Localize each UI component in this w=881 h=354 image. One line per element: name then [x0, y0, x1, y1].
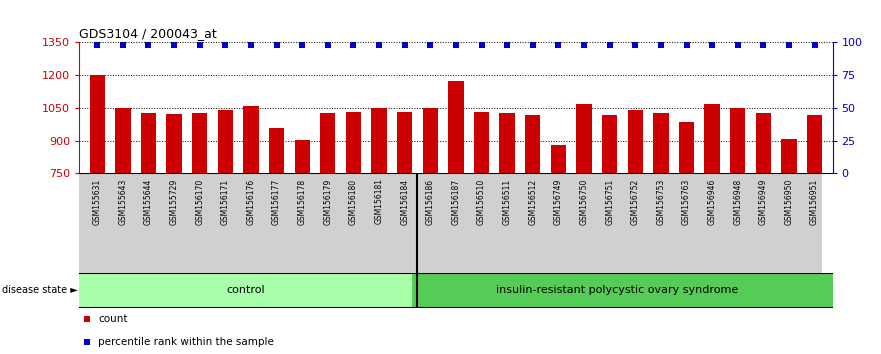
- Bar: [397, 112, 412, 173]
- Text: GSM156751: GSM156751: [605, 178, 614, 225]
- Text: GSM156949: GSM156949: [759, 178, 768, 225]
- Text: GSM155729: GSM155729: [169, 178, 179, 225]
- Bar: [781, 138, 796, 173]
- Text: GSM156171: GSM156171: [221, 178, 230, 224]
- Text: GDS3104 / 200043_at: GDS3104 / 200043_at: [79, 27, 217, 40]
- Bar: [525, 115, 540, 173]
- Text: GSM156750: GSM156750: [580, 178, 589, 225]
- Text: GSM156749: GSM156749: [554, 178, 563, 225]
- Text: percentile rank within the sample: percentile rank within the sample: [98, 337, 274, 348]
- Text: GSM156951: GSM156951: [811, 178, 819, 225]
- Text: GSM155643: GSM155643: [118, 178, 128, 225]
- Bar: [756, 113, 771, 173]
- Bar: [243, 106, 259, 173]
- Text: GSM156176: GSM156176: [247, 178, 255, 225]
- Text: GSM156184: GSM156184: [400, 178, 409, 224]
- Text: control: control: [226, 285, 265, 295]
- Text: GSM156180: GSM156180: [349, 178, 358, 224]
- Bar: [653, 113, 669, 173]
- Text: GSM156512: GSM156512: [529, 178, 537, 224]
- Text: GSM156187: GSM156187: [451, 178, 461, 224]
- Text: insulin-resistant polycystic ovary syndrome: insulin-resistant polycystic ovary syndr…: [496, 285, 738, 295]
- Bar: [448, 81, 463, 173]
- Bar: [679, 122, 694, 173]
- Text: GSM156752: GSM156752: [631, 178, 640, 225]
- Bar: [79, 273, 412, 308]
- Text: GSM156186: GSM156186: [426, 178, 435, 224]
- Text: GSM155631: GSM155631: [93, 178, 101, 225]
- Bar: [294, 139, 310, 173]
- Text: GSM156179: GSM156179: [323, 178, 332, 225]
- Text: GSM156177: GSM156177: [272, 178, 281, 225]
- Bar: [115, 108, 130, 173]
- Text: GSM156950: GSM156950: [784, 178, 794, 225]
- Bar: [412, 273, 833, 308]
- Text: GSM156753: GSM156753: [656, 178, 665, 225]
- Bar: [551, 145, 566, 173]
- Bar: [372, 108, 387, 173]
- Text: count: count: [98, 314, 128, 325]
- Bar: [192, 113, 207, 173]
- Bar: [90, 75, 105, 173]
- Bar: [345, 112, 361, 173]
- Bar: [500, 113, 515, 173]
- Bar: [167, 114, 181, 173]
- Text: GSM156510: GSM156510: [477, 178, 486, 225]
- Text: GSM155644: GSM155644: [144, 178, 153, 225]
- Bar: [705, 104, 720, 173]
- Bar: [320, 113, 336, 173]
- Bar: [730, 108, 745, 173]
- Bar: [602, 115, 618, 173]
- Bar: [141, 113, 156, 173]
- Text: GSM156170: GSM156170: [196, 178, 204, 225]
- Text: GSM156946: GSM156946: [707, 178, 716, 225]
- Text: GSM156181: GSM156181: [374, 178, 383, 224]
- Bar: [576, 104, 592, 173]
- Text: GSM156948: GSM156948: [733, 178, 743, 225]
- Text: GSM156178: GSM156178: [298, 178, 307, 224]
- Text: GSM156763: GSM156763: [682, 178, 691, 225]
- Bar: [807, 115, 822, 173]
- Bar: [627, 110, 643, 173]
- Bar: [474, 112, 489, 173]
- Bar: [218, 110, 233, 173]
- Text: disease state ►: disease state ►: [2, 285, 78, 295]
- Text: GSM156511: GSM156511: [503, 178, 512, 224]
- Bar: [423, 108, 438, 173]
- Bar: [269, 128, 285, 173]
